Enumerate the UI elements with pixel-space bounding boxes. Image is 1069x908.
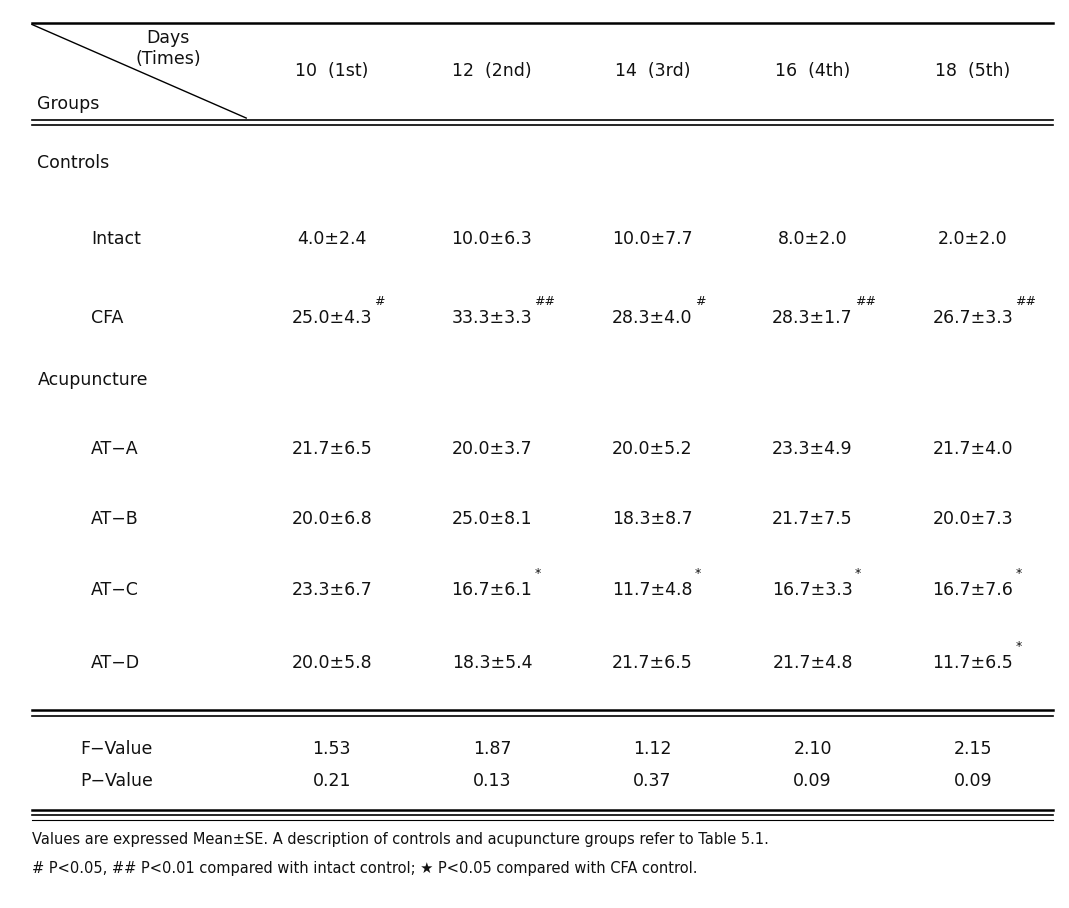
- Text: 16.7±6.1: 16.7±6.1: [451, 581, 532, 599]
- Text: 4.0±2.4: 4.0±2.4: [297, 230, 367, 248]
- Text: 0.37: 0.37: [633, 772, 671, 790]
- Text: 18.3±8.7: 18.3±8.7: [611, 510, 693, 528]
- Text: 21.7±4.8: 21.7±4.8: [772, 654, 853, 672]
- Text: 20.0±5.2: 20.0±5.2: [611, 440, 693, 459]
- Text: 18.3±5.4: 18.3±5.4: [452, 654, 532, 672]
- Text: ##: ##: [1016, 295, 1036, 308]
- Text: 0.09: 0.09: [954, 772, 992, 790]
- Text: Values are expressed Mean±SE. A description of controls and acupuncture groups r: Values are expressed Mean±SE. A descript…: [32, 833, 769, 847]
- Text: AT−D: AT−D: [91, 654, 140, 672]
- Text: 2.0±2.0: 2.0±2.0: [938, 230, 1008, 248]
- Text: 14  (3rd): 14 (3rd): [615, 63, 690, 80]
- Text: 16.7±3.3: 16.7±3.3: [772, 581, 853, 599]
- Text: 0.13: 0.13: [472, 772, 511, 790]
- Text: 2.15: 2.15: [954, 740, 992, 758]
- Text: 2.10: 2.10: [793, 740, 832, 758]
- Text: 21.7±6.5: 21.7±6.5: [611, 654, 693, 672]
- Text: 28.3±1.7: 28.3±1.7: [772, 309, 853, 327]
- Text: 20.0±7.3: 20.0±7.3: [932, 510, 1013, 528]
- Text: # P<0.05, ## P<0.01 compared with intact control; ★ P<0.05 compared with CFA con: # P<0.05, ## P<0.01 compared with intact…: [32, 862, 698, 876]
- Text: 12  (2nd): 12 (2nd): [452, 63, 531, 80]
- Text: #: #: [695, 295, 706, 308]
- Text: 16.7±7.6: 16.7±7.6: [932, 581, 1013, 599]
- Text: 20.0±6.8: 20.0±6.8: [292, 510, 372, 528]
- Text: 21.7±6.5: 21.7±6.5: [292, 440, 372, 459]
- Text: 23.3±6.7: 23.3±6.7: [292, 581, 372, 599]
- Text: ##: ##: [855, 295, 876, 308]
- Text: *: *: [855, 568, 862, 580]
- Text: 20.0±5.8: 20.0±5.8: [292, 654, 372, 672]
- Text: 21.7±7.5: 21.7±7.5: [772, 510, 853, 528]
- Text: 33.3±3.3: 33.3±3.3: [452, 309, 532, 327]
- Text: 1.12: 1.12: [633, 740, 671, 758]
- Text: 18  (5th): 18 (5th): [935, 63, 1010, 80]
- Text: 0.09: 0.09: [793, 772, 832, 790]
- Text: 11.7±4.8: 11.7±4.8: [613, 581, 693, 599]
- Text: 11.7±6.5: 11.7±6.5: [932, 654, 1013, 672]
- Text: 20.0±3.7: 20.0±3.7: [452, 440, 532, 459]
- Text: CFA: CFA: [91, 309, 123, 327]
- Text: 1.87: 1.87: [472, 740, 511, 758]
- Text: Groups: Groups: [37, 94, 99, 113]
- Text: 10  (1st): 10 (1st): [295, 63, 369, 80]
- Text: AT−B: AT−B: [91, 510, 139, 528]
- Text: 10.0±6.3: 10.0±6.3: [451, 230, 532, 248]
- Text: *: *: [534, 568, 541, 580]
- Text: *: *: [695, 568, 701, 580]
- Text: 0.21: 0.21: [312, 772, 351, 790]
- Text: Intact: Intact: [91, 230, 141, 248]
- Text: *: *: [1016, 640, 1022, 653]
- Text: 21.7±4.0: 21.7±4.0: [932, 440, 1013, 459]
- Text: 25.0±8.1: 25.0±8.1: [452, 510, 532, 528]
- Text: 8.0±2.0: 8.0±2.0: [778, 230, 848, 248]
- Text: *: *: [1016, 568, 1022, 580]
- Text: AT−C: AT−C: [91, 581, 139, 599]
- Text: P−Value: P−Value: [80, 772, 153, 790]
- Text: Acupuncture: Acupuncture: [37, 370, 148, 389]
- Text: 26.7±3.3: 26.7±3.3: [932, 309, 1013, 327]
- Text: 23.3±4.9: 23.3±4.9: [772, 440, 853, 459]
- Text: 28.3±4.0: 28.3±4.0: [613, 309, 693, 327]
- Text: F−Value: F−Value: [80, 740, 153, 758]
- Text: 16  (4th): 16 (4th): [775, 63, 850, 80]
- Text: Controls: Controls: [37, 154, 110, 173]
- Text: 25.0±4.3: 25.0±4.3: [292, 309, 372, 327]
- Text: Days
(Times): Days (Times): [136, 29, 201, 68]
- Text: AT−A: AT−A: [91, 440, 139, 459]
- Text: 10.0±7.7: 10.0±7.7: [611, 230, 693, 248]
- Text: #: #: [374, 295, 385, 308]
- Text: 1.53: 1.53: [312, 740, 351, 758]
- Text: ##: ##: [534, 295, 556, 308]
